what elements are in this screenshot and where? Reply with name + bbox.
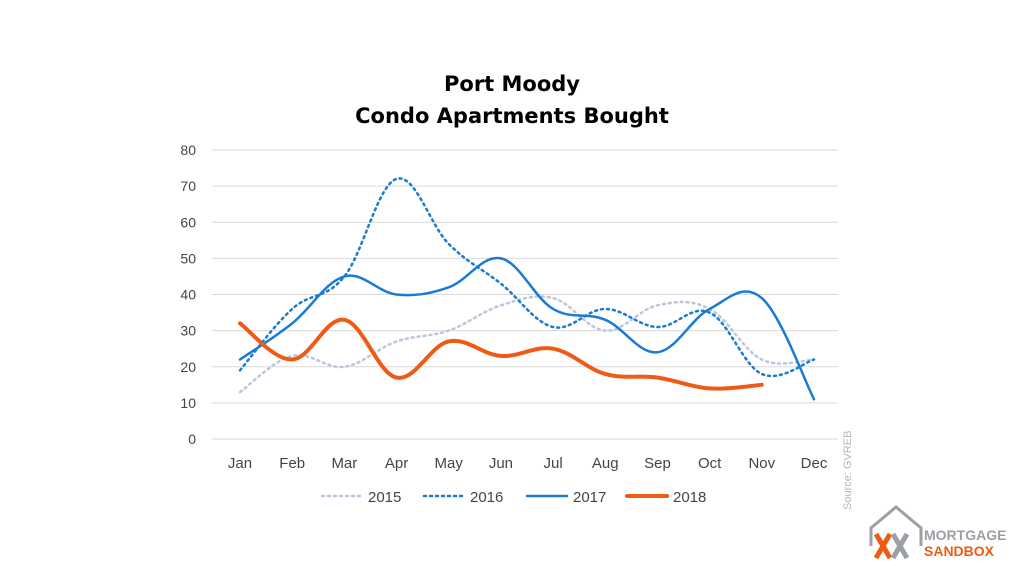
x-tick-label: Nov bbox=[748, 455, 775, 472]
y-axis-ticks: 0 10 20 30 40 50 60 70 80 bbox=[180, 142, 196, 447]
x-tick-label: Dec bbox=[801, 455, 828, 472]
logo-gray-x bbox=[890, 532, 910, 560]
mortgage-sandbox-logo: MORTGAGE SANDBOX bbox=[869, 505, 1006, 560]
y-tick-label: 20 bbox=[180, 359, 196, 375]
y-tick-label: 40 bbox=[180, 287, 196, 303]
logo-line2: SANDBOX bbox=[924, 543, 995, 559]
x-tick-label: Feb bbox=[279, 455, 305, 472]
x-tick-label: Jul bbox=[543, 455, 562, 472]
series-line-2018 bbox=[238, 317, 764, 391]
x-tick-label: Sep bbox=[644, 455, 671, 472]
y-tick-label: 70 bbox=[180, 178, 196, 194]
gridlines bbox=[212, 149, 838, 440]
legend: 2015 2016 2017 2018 bbox=[320, 489, 706, 506]
x-tick-label: Oct bbox=[698, 455, 722, 472]
legend-label: 2017 bbox=[573, 489, 606, 506]
y-tick-label: 80 bbox=[180, 142, 196, 158]
y-tick-label: 10 bbox=[180, 395, 196, 411]
x-tick-label: May bbox=[435, 455, 464, 472]
logo-orange-x bbox=[873, 532, 893, 560]
series-line-2017 bbox=[238, 256, 816, 401]
x-tick-label: Jan bbox=[228, 455, 252, 472]
y-tick-label: 30 bbox=[180, 323, 196, 339]
x-tick-label: Mar bbox=[331, 455, 357, 472]
x-tick-label: Jun bbox=[489, 455, 513, 472]
logo-line1: MORTGAGE bbox=[924, 527, 1006, 543]
source-note: Source: GVREB bbox=[842, 431, 854, 510]
x-axis-ticks: Jan Feb Mar Apr May Jun Jul Aug Sep Oct Nov Dec bbox=[228, 455, 828, 472]
legend-label: 2018 bbox=[673, 489, 706, 506]
x-tick-label: Aug bbox=[592, 455, 619, 472]
chart-title-line2: Condo Apartments Bought bbox=[355, 104, 669, 128]
y-tick-label: 50 bbox=[180, 250, 196, 266]
chart-title-line1: Port Moody bbox=[444, 72, 580, 96]
x-tick-label: Apr bbox=[385, 455, 408, 472]
logo-house-outline bbox=[869, 505, 923, 546]
y-tick-label: 60 bbox=[180, 214, 196, 230]
y-tick-label: 0 bbox=[188, 431, 196, 447]
legend-label: 2016 bbox=[470, 489, 503, 506]
series-line-2015 bbox=[238, 295, 816, 394]
legend-label: 2015 bbox=[368, 489, 401, 506]
series-lines bbox=[238, 177, 816, 401]
series-line-2016 bbox=[238, 177, 816, 378]
